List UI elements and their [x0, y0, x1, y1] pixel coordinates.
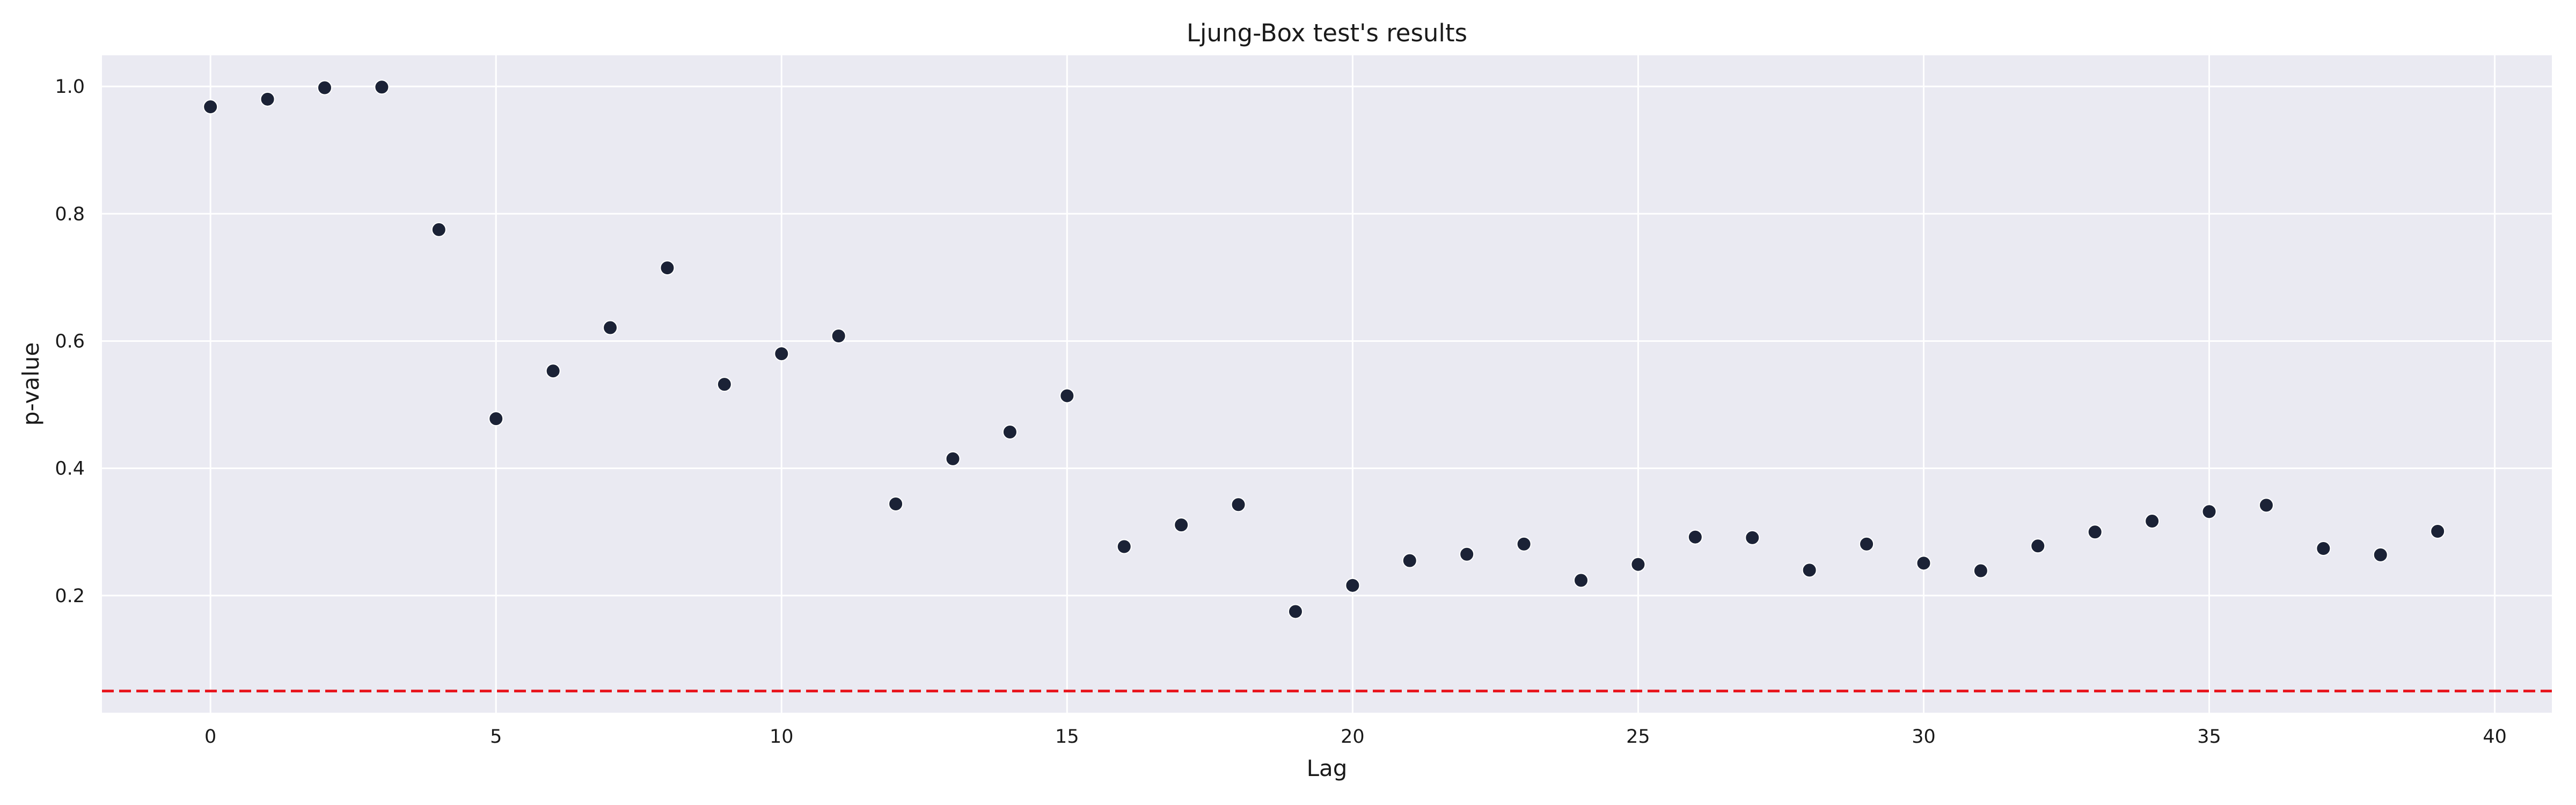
x-tick-label: 0	[204, 726, 216, 748]
y-tick-label: 0.4	[55, 458, 85, 480]
data-point	[2430, 524, 2446, 539]
data-point	[374, 79, 390, 95]
plot-area	[102, 55, 2552, 713]
data-point	[1802, 562, 1817, 578]
data-point	[488, 411, 504, 427]
data-point	[2258, 497, 2274, 513]
data-point	[716, 377, 732, 392]
x-tick-label: 35	[2197, 726, 2221, 748]
x-axis-ticks: 0 5 10 15 20 25 30 35 40	[204, 726, 2507, 748]
x-axis-label: Lag	[1307, 755, 1348, 781]
y-tick-label: 0.8	[55, 203, 85, 225]
data-point	[203, 99, 218, 115]
data-point	[260, 91, 275, 107]
x-tick-label: 25	[1626, 726, 1650, 748]
data-point	[831, 328, 846, 343]
data-point	[1916, 555, 1931, 571]
data-point	[888, 496, 904, 512]
data-point	[2087, 524, 2103, 540]
x-tick-label: 10	[770, 726, 794, 748]
data-point	[1574, 573, 1589, 588]
data-point	[945, 451, 961, 466]
data-point	[1002, 425, 1018, 440]
data-point	[1687, 529, 1703, 545]
y-axis-ticks: 0.2 0.4 0.6 0.8 1.0	[55, 76, 85, 607]
y-tick-label: 0.6	[55, 331, 85, 352]
data-point	[1516, 536, 1532, 552]
y-axis-label: p-value	[18, 342, 44, 426]
data-point	[1630, 557, 1646, 572]
y-tick-label: 0.2	[55, 586, 85, 607]
y-tick-label: 1.0	[55, 76, 85, 98]
data-point	[1459, 546, 1475, 562]
data-point	[774, 346, 789, 362]
data-point	[1859, 536, 1875, 552]
data-point	[1345, 577, 1360, 593]
data-point	[1287, 604, 1303, 619]
x-tick-label: 20	[1341, 726, 1365, 748]
data-point	[317, 80, 332, 96]
data-point	[2373, 547, 2388, 562]
data-point	[660, 260, 675, 276]
data-point	[545, 363, 561, 379]
x-tick-label: 15	[1055, 726, 1079, 748]
data-point	[603, 320, 618, 335]
data-point	[2030, 538, 2046, 554]
grid-lines	[102, 55, 2552, 713]
data-point	[1973, 563, 1988, 579]
x-tick-label: 30	[1912, 726, 1936, 748]
data-point	[1745, 530, 1760, 545]
data-point	[1116, 539, 1132, 554]
data-point	[1174, 517, 1189, 533]
data-point	[2316, 541, 2331, 557]
x-tick-label: 5	[490, 726, 502, 748]
data-point	[2201, 504, 2217, 519]
data-points	[203, 79, 2446, 619]
data-point	[1231, 497, 1246, 513]
data-point	[1059, 388, 1075, 404]
data-point	[1402, 553, 1417, 568]
chart-title: Ljung-Box test's results	[1187, 19, 1467, 47]
data-point	[2145, 514, 2160, 529]
x-tick-label: 40	[2483, 726, 2507, 748]
data-point	[431, 222, 447, 237]
